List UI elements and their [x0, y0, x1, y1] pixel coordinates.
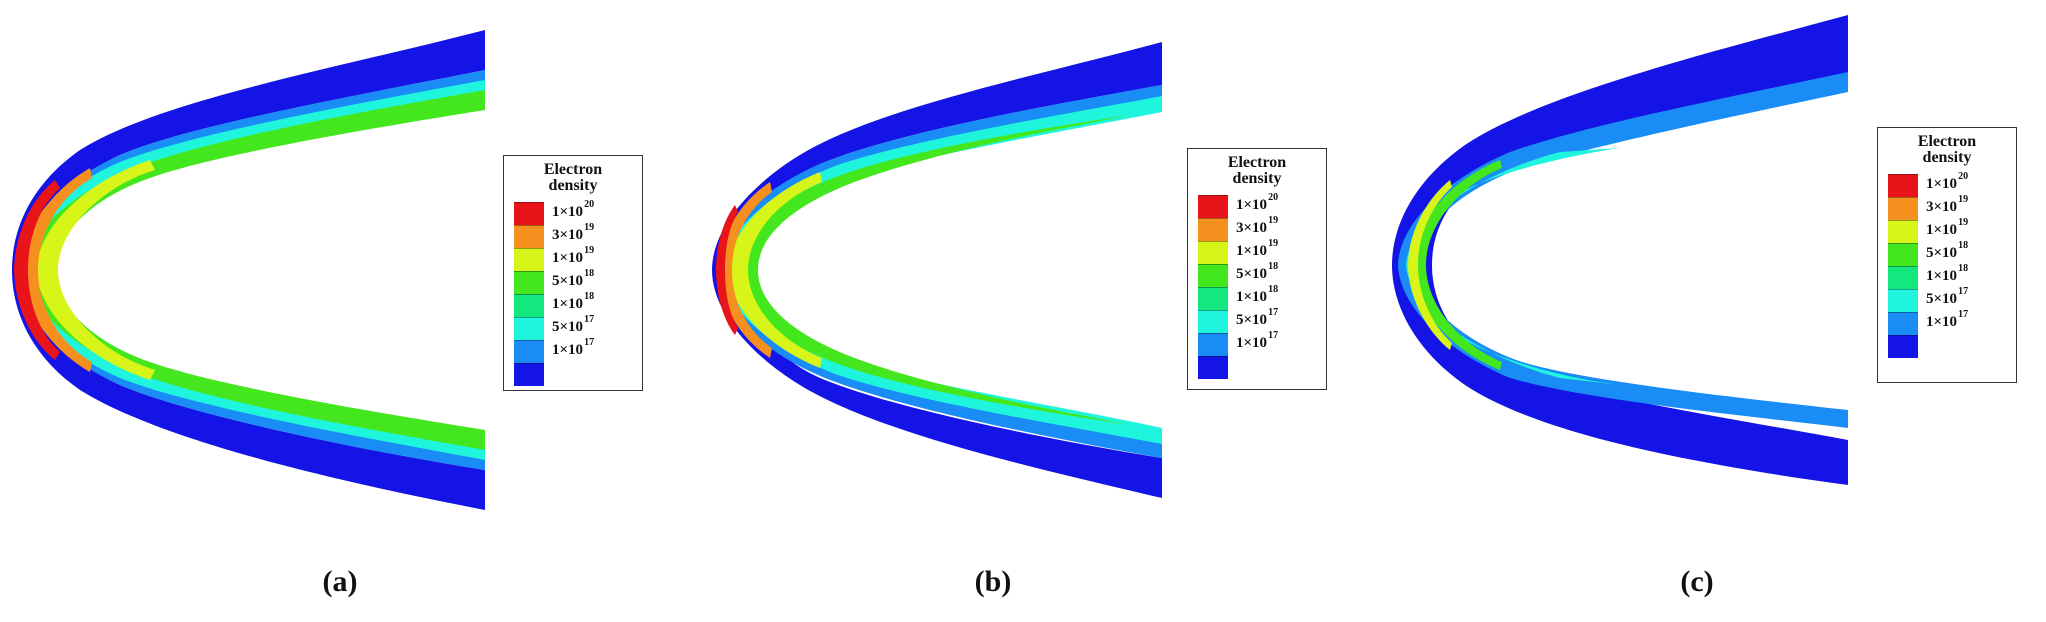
legend-swatch [514, 363, 544, 386]
legend-title: Electron density [1888, 132, 2006, 168]
legend-a: Electron density 1×10 20 3×10 19 1×10 19 5×… [503, 155, 643, 391]
legend-swatch [514, 202, 544, 225]
legend-swatch [514, 340, 544, 363]
legend-swatch [1888, 266, 1918, 289]
legend-swatches [1888, 174, 1918, 358]
legend-label: 5×10 17 [552, 314, 595, 335]
legend-c: Electron density 1×10 20 3×10 19 1×10 19 5×… [1877, 127, 2017, 383]
contour-plot-b [712, 42, 1162, 498]
legend-swatch [1888, 174, 1918, 197]
contour-band-b-yellow [728, 172, 822, 368]
legend-swatch [1888, 335, 1918, 358]
contour-band-a-red [14, 180, 60, 360]
panel-b: Electron density 1×10 20 3×10 19 1×10 19 5×… [700, 0, 1380, 622]
legend-title-line2: density [548, 177, 598, 194]
legend-swatch [1198, 333, 1228, 356]
legend-label: 5×10 17 [1236, 307, 1279, 328]
contour-plot-c [1392, 15, 1848, 485]
legend-label: 3×10 19 [1926, 194, 1969, 215]
contour-band-b-red [716, 205, 738, 335]
contour-band-b-orange [719, 182, 772, 358]
legend-label: 1×10 19 [1926, 217, 1969, 238]
legend-label: 3×10 19 [552, 222, 595, 243]
legend-title-line2: density [1232, 170, 1282, 187]
legend-swatch [1888, 312, 1918, 335]
contour-band-b-green [726, 115, 1130, 425]
contour-band-c-outer [1392, 15, 1848, 485]
legend-label: 1×10 18 [552, 291, 595, 312]
legend-label: 1×10 18 [1236, 284, 1279, 305]
legend-swatch [514, 317, 544, 340]
legend-title-line2: density [1922, 149, 1972, 166]
legend-swatch [514, 271, 544, 294]
legend-swatch [514, 248, 544, 271]
legend-title-line1: Electron [1227, 154, 1287, 171]
panel-c: Electron density 1×10 20 3×10 19 1×10 19 5×… [1380, 0, 2046, 622]
legend-swatch [514, 294, 544, 317]
legend-title: Electron density [1198, 153, 1316, 189]
legend-swatches [1198, 195, 1228, 379]
legend-swatch [1888, 243, 1918, 266]
caption-a: (a) [322, 565, 358, 598]
legend-label: 1×10 19 [1236, 238, 1279, 259]
legend-label: 5×10 17 [1926, 286, 1969, 307]
contour-band-c-yellow [1408, 180, 1452, 350]
contour-band-c-green [1412, 160, 1502, 370]
legend-label: 1×10 17 [552, 337, 595, 358]
caption-b: (b) [974, 565, 1012, 598]
legend-label: 1×10 17 [1926, 309, 1969, 330]
contour-band-a-yellow [36, 160, 155, 380]
legend-label: 1×10 17 [1236, 330, 1279, 351]
panel-a: Electron density 1×10 20 3×10 19 1×10 19 5×… [0, 0, 680, 622]
legend-swatch [1888, 197, 1918, 220]
legend-swatch [1198, 356, 1228, 379]
legend-label: 5×10 18 [552, 268, 595, 289]
legend-swatch [1198, 264, 1228, 287]
legend-label: 5×10 18 [1236, 261, 1279, 282]
legend-label: 1×10 20 [1236, 192, 1279, 213]
legend-label: 1×10 20 [552, 199, 595, 220]
legend-label: 5×10 18 [1926, 240, 1969, 261]
contour-band-a-outer [12, 30, 485, 510]
legend-b: Electron density 1×10 20 3×10 19 1×10 19 5×… [1187, 148, 1327, 390]
legend-swatch [1198, 241, 1228, 264]
legend-swatch [1198, 310, 1228, 333]
legend-title-line1: Electron [1917, 133, 1977, 150]
legend-title: Electron density [514, 160, 632, 196]
legend-label: 1×10 20 [1926, 171, 1969, 192]
legend-label: 1×10 19 [552, 245, 595, 266]
legend-swatch [1198, 287, 1228, 310]
contour-plot-a [12, 30, 485, 510]
contour-band-b-outer [712, 42, 1162, 498]
legend-label: 3×10 19 [1236, 215, 1279, 236]
legend-swatch [1198, 195, 1228, 218]
legend-swatch [1198, 218, 1228, 241]
legend-swatch [1888, 220, 1918, 243]
legend-title-line1: Electron [543, 161, 603, 178]
legend-swatches [514, 202, 544, 386]
legend-label: 1×10 18 [1926, 263, 1969, 284]
legend-swatch [1888, 289, 1918, 312]
contour-band-a-green [26, 90, 485, 450]
legend-swatch [514, 225, 544, 248]
caption-c: (c) [1680, 565, 1714, 598]
contour-band-c-lightblue [1398, 72, 1848, 428]
